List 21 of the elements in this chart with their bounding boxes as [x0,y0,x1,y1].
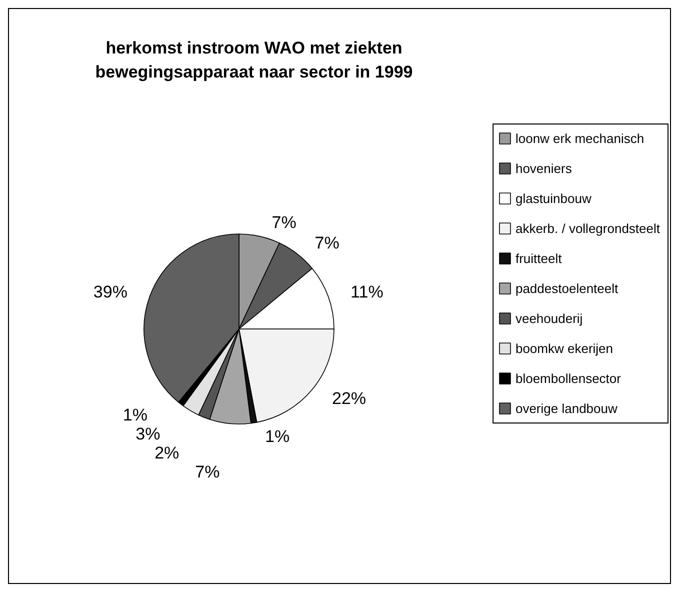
legend-label: fruitteelt [515,251,562,266]
data-label: 3% [136,424,160,444]
data-label: 22% [332,388,366,408]
legend-label: boomkw ekerijen [515,341,614,356]
legend-label: hoveniers [515,161,572,176]
legend-label: bloembollensector [515,371,622,386]
legend-label: overige landbouw [515,401,618,416]
legend-label: glastuinbouw [515,191,592,206]
legend-label: loonw erk mechanisch [515,131,644,146]
legend-label: veehouderij [515,311,583,326]
data-label: 7% [314,233,340,252]
data-label: 39% [93,282,128,302]
data-label: 11% [350,282,384,302]
chart-title: herkomst instroom WAO met ziekten bewegingsapparaat naar sector in 1999 [95,38,413,82]
legend-label: paddestoelenteelt [515,281,619,296]
data-label: 2% [154,444,180,463]
data-label: 1% [122,406,148,425]
data-label: 7% [272,213,296,232]
data-label: 1% [265,427,290,446]
data-label: 7% [195,462,220,482]
legend-label: akkerb. / vollegrondsteelt [515,221,660,236]
